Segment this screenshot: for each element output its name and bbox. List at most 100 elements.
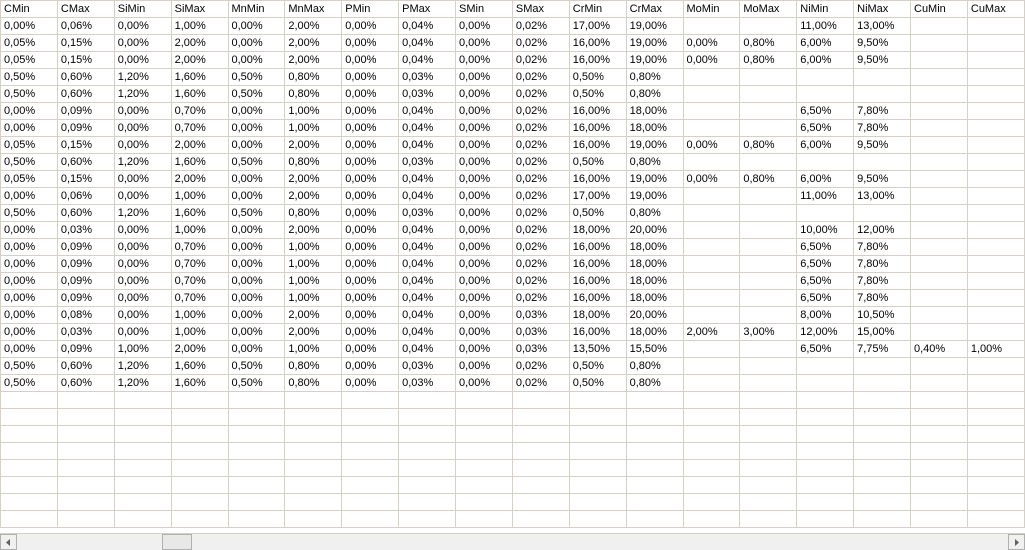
table-cell[interactable]: 0,02% bbox=[512, 222, 569, 239]
table-cell[interactable]: 0,40% bbox=[911, 341, 968, 358]
table-cell[interactable] bbox=[114, 477, 171, 494]
table-cell[interactable]: 2,00% bbox=[285, 18, 342, 35]
table-cell[interactable] bbox=[683, 273, 740, 290]
table-cell[interactable] bbox=[911, 494, 968, 511]
table-cell[interactable] bbox=[740, 307, 797, 324]
table-cell[interactable]: 0,50% bbox=[569, 205, 626, 222]
column-header[interactable]: CrMax bbox=[626, 1, 683, 18]
table-cell[interactable] bbox=[228, 409, 285, 426]
table-cell[interactable] bbox=[683, 375, 740, 392]
table-cell[interactable]: 0,00% bbox=[114, 324, 171, 341]
table-cell[interactable]: 0,00% bbox=[1, 273, 58, 290]
table-cell[interactable] bbox=[911, 443, 968, 460]
table-cell[interactable]: 7,75% bbox=[854, 341, 911, 358]
table-cell[interactable]: 2,00% bbox=[285, 137, 342, 154]
table-cell[interactable]: 0,00% bbox=[683, 171, 740, 188]
table-cell[interactable] bbox=[1, 494, 58, 511]
table-cell[interactable]: 0,00% bbox=[228, 188, 285, 205]
table-cell[interactable] bbox=[456, 409, 513, 426]
table-cell[interactable] bbox=[967, 494, 1024, 511]
table-cell[interactable]: 0,70% bbox=[171, 239, 228, 256]
table-cell[interactable] bbox=[626, 409, 683, 426]
table-cell[interactable]: 0,70% bbox=[171, 256, 228, 273]
table-cell[interactable] bbox=[57, 426, 114, 443]
column-header[interactable]: CrMin bbox=[569, 1, 626, 18]
table-cell[interactable]: 0,02% bbox=[512, 52, 569, 69]
table-cell[interactable]: 6,00% bbox=[797, 137, 854, 154]
table-cell[interactable]: 2,00% bbox=[285, 188, 342, 205]
table-cell[interactable]: 0,00% bbox=[114, 307, 171, 324]
table-cell[interactable] bbox=[171, 511, 228, 528]
table-cell[interactable]: 6,00% bbox=[797, 52, 854, 69]
column-header[interactable]: CMin bbox=[1, 1, 58, 18]
table-cell[interactable]: 0,00% bbox=[342, 188, 399, 205]
table-cell[interactable]: 0,00% bbox=[456, 341, 513, 358]
table-cell[interactable]: 0,02% bbox=[512, 239, 569, 256]
table-cell[interactable] bbox=[967, 120, 1024, 137]
table-cell[interactable]: 1,60% bbox=[171, 358, 228, 375]
table-cell[interactable] bbox=[854, 154, 911, 171]
table-cell[interactable]: 19,00% bbox=[626, 52, 683, 69]
table-cell[interactable]: 0,00% bbox=[342, 358, 399, 375]
table-cell[interactable]: 16,00% bbox=[569, 273, 626, 290]
table-cell[interactable]: 0,04% bbox=[399, 341, 456, 358]
table-cell[interactable] bbox=[740, 205, 797, 222]
table-cell[interactable]: 6,00% bbox=[797, 171, 854, 188]
column-header[interactable]: MnMin bbox=[228, 1, 285, 18]
table-cell[interactable]: 7,80% bbox=[854, 120, 911, 137]
table-cell[interactable]: 1,20% bbox=[114, 154, 171, 171]
table-cell[interactable]: 0,03% bbox=[399, 205, 456, 222]
table-cell[interactable]: 0,00% bbox=[114, 273, 171, 290]
table-cell[interactable]: 0,02% bbox=[512, 86, 569, 103]
table-cell[interactable] bbox=[911, 154, 968, 171]
table-cell[interactable]: 0,00% bbox=[456, 69, 513, 86]
table-cell[interactable] bbox=[967, 375, 1024, 392]
table-cell[interactable]: 0,03% bbox=[512, 324, 569, 341]
table-cell[interactable]: 1,60% bbox=[171, 375, 228, 392]
table-cell[interactable]: 0,00% bbox=[1, 222, 58, 239]
table-cell[interactable]: 0,05% bbox=[1, 52, 58, 69]
table-cell[interactable]: 0,50% bbox=[1, 358, 58, 375]
table-cell[interactable]: 0,00% bbox=[342, 205, 399, 222]
table-cell[interactable]: 0,02% bbox=[512, 69, 569, 86]
table-cell[interactable]: 9,50% bbox=[854, 171, 911, 188]
table-cell[interactable]: 0,02% bbox=[512, 290, 569, 307]
table-cell[interactable]: 0,00% bbox=[342, 86, 399, 103]
table-cell[interactable]: 0,00% bbox=[342, 35, 399, 52]
table-cell[interactable]: 0,00% bbox=[228, 171, 285, 188]
table-cell[interactable] bbox=[342, 443, 399, 460]
table-cell[interactable]: 0,00% bbox=[1, 103, 58, 120]
table-cell[interactable]: 1,20% bbox=[114, 86, 171, 103]
table-cell[interactable]: 1,00% bbox=[967, 341, 1024, 358]
table-cell[interactable]: 0,80% bbox=[285, 205, 342, 222]
table-cell[interactable] bbox=[911, 273, 968, 290]
table-cell[interactable] bbox=[683, 460, 740, 477]
column-header[interactable]: CuMax bbox=[967, 1, 1024, 18]
table-cell[interactable]: 20,00% bbox=[626, 307, 683, 324]
table-cell[interactable] bbox=[797, 358, 854, 375]
table-cell[interactable]: 2,00% bbox=[171, 137, 228, 154]
column-header[interactable]: MnMax bbox=[285, 1, 342, 18]
table-cell[interactable] bbox=[683, 69, 740, 86]
table-cell[interactable] bbox=[228, 460, 285, 477]
table-cell[interactable] bbox=[114, 392, 171, 409]
table-cell[interactable] bbox=[626, 426, 683, 443]
table-cell[interactable] bbox=[911, 392, 968, 409]
table-cell[interactable]: 0,00% bbox=[114, 18, 171, 35]
table-cell[interactable]: 1,00% bbox=[285, 120, 342, 137]
table-cell[interactable] bbox=[911, 188, 968, 205]
table-cell[interactable] bbox=[911, 120, 968, 137]
table-cell[interactable]: 2,00% bbox=[285, 35, 342, 52]
table-cell[interactable]: 0,04% bbox=[399, 52, 456, 69]
table-cell[interactable]: 0,00% bbox=[114, 290, 171, 307]
table-cell[interactable]: 0,00% bbox=[228, 256, 285, 273]
table-cell[interactable]: 16,00% bbox=[569, 324, 626, 341]
table-cell[interactable]: 0,04% bbox=[399, 324, 456, 341]
table-cell[interactable]: 0,15% bbox=[57, 171, 114, 188]
table-cell[interactable] bbox=[342, 409, 399, 426]
table-cell[interactable]: 0,00% bbox=[114, 137, 171, 154]
table-cell[interactable]: 9,50% bbox=[854, 137, 911, 154]
table-cell[interactable]: 0,50% bbox=[228, 205, 285, 222]
table-cell[interactable] bbox=[456, 477, 513, 494]
table-cell[interactable]: 0,04% bbox=[399, 18, 456, 35]
